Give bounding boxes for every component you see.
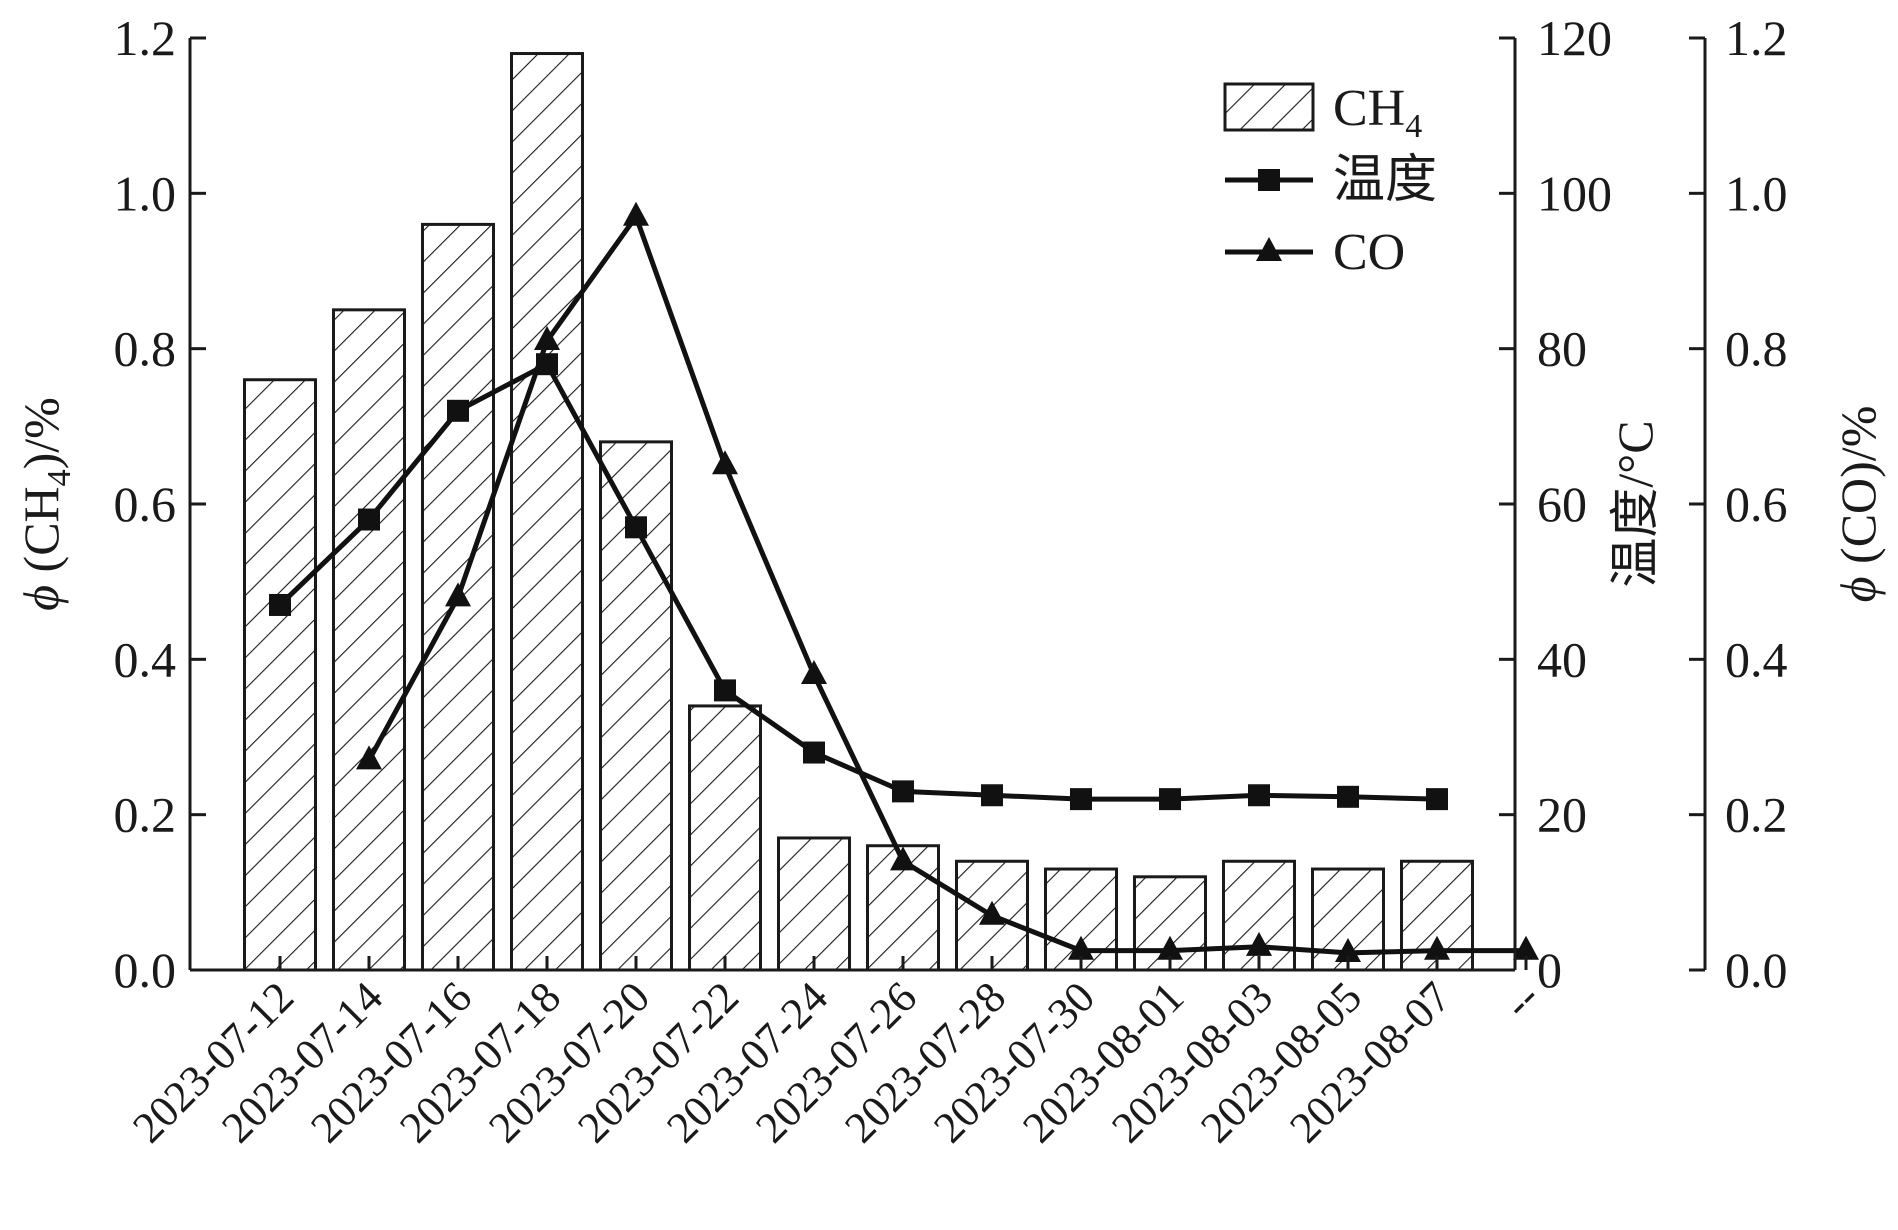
temp-tick-label-0: 0	[1537, 942, 1562, 998]
temp-tick-label-3: 60	[1537, 476, 1587, 532]
left-tick-label-5: 1.0	[114, 165, 177, 221]
co-tick-label-1: 0.2	[1725, 787, 1788, 843]
point-temperature-1	[358, 508, 380, 531]
bars-layer	[243, 52, 1474, 972]
point-temperature-6	[803, 741, 825, 764]
temp-axis-title: 温度/°C	[1607, 420, 1663, 587]
bar-ch4-3	[510, 52, 584, 972]
point-temperature-11	[1248, 784, 1270, 807]
left-tick-label-6: 1.2	[114, 10, 177, 66]
point-temperature-10	[1159, 788, 1181, 811]
left-tick-label-0: 0.0	[114, 942, 177, 998]
co-tick-label-5: 1.0	[1725, 165, 1788, 221]
legend-label-temperature: 温度	[1333, 152, 1437, 209]
co-tick-label-0: 0.0	[1725, 942, 1788, 998]
point-co-5	[801, 659, 827, 684]
legend-label-co: CO	[1333, 224, 1405, 281]
point-co-13	[1513, 935, 1539, 960]
left-tick-label-3: 0.6	[114, 476, 177, 532]
co-tick-label-6: 1.2	[1725, 10, 1788, 66]
point-co-8	[1068, 935, 1094, 960]
bar-ch4-6	[777, 836, 851, 972]
point-co-12	[1424, 935, 1450, 960]
co-axis-title: ϕ (CO)/%	[1830, 406, 1886, 603]
temp-tick-label-4: 80	[1537, 321, 1587, 377]
legend-swatch-ch4	[1223, 82, 1315, 132]
point-temperature-9	[1070, 788, 1092, 811]
point-co-11	[1335, 938, 1361, 963]
point-temperature-2	[447, 399, 469, 422]
left-axis-title: ϕ (CH4)/%	[13, 397, 78, 611]
co-tick-label-4: 0.8	[1725, 321, 1788, 377]
legend-label-ch4: CH4	[1333, 80, 1422, 145]
temp-tick-label-6: 120	[1537, 10, 1612, 66]
legend-marker-temperature	[1258, 169, 1280, 191]
bar-ch4-5	[688, 704, 762, 972]
temp-tick-label-2: 40	[1537, 631, 1587, 687]
point-co-3	[623, 201, 649, 226]
point-temperature-13	[1426, 788, 1448, 811]
left-tick-label-1: 0.2	[114, 787, 177, 843]
point-co-1	[445, 582, 471, 607]
lines-layer	[269, 201, 1539, 963]
series-line-co	[366, 211, 1526, 956]
point-co-7	[979, 900, 1005, 925]
point-co-10	[1246, 931, 1272, 956]
left-tick-label-4: 0.8	[114, 321, 177, 377]
point-co-2	[534, 326, 560, 351]
temp-tick-label-5: 100	[1537, 165, 1612, 221]
chart-legend: CH4 温度 CO	[1223, 80, 1437, 281]
point-temperature-12	[1337, 785, 1359, 808]
point-co-9	[1157, 935, 1183, 960]
point-temperature-8	[981, 784, 1003, 807]
axes-layer	[188, 36, 1707, 972]
bar-ch4-1	[332, 308, 406, 972]
bar-ch4-0	[243, 378, 317, 972]
legend-marker-co	[1256, 237, 1282, 261]
temp-tick-label-1: 20	[1537, 787, 1587, 843]
point-temperature-0	[269, 593, 291, 616]
point-co-6	[890, 846, 916, 871]
point-co-0	[356, 745, 382, 770]
point-co-4	[712, 450, 738, 475]
point-temperature-5	[714, 679, 736, 702]
point-temperature-4	[625, 516, 647, 539]
left-tick-label-2: 0.4	[114, 631, 177, 687]
co-tick-label-3: 0.6	[1725, 476, 1788, 532]
point-temperature-7	[892, 780, 914, 803]
co-tick-label-2: 0.4	[1725, 631, 1788, 687]
